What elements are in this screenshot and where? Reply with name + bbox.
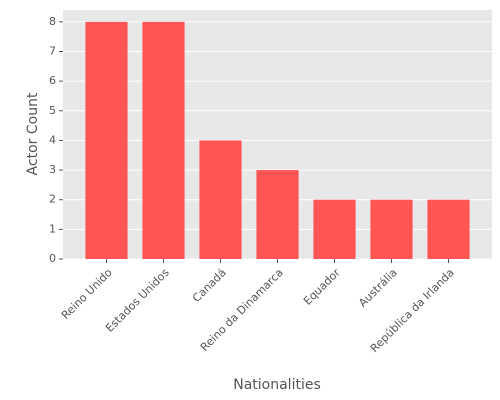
x-tick-label: Canadá (190, 266, 229, 305)
y-tick-label: 4 (49, 133, 56, 146)
bar (427, 199, 470, 259)
bar (85, 21, 128, 259)
y-tick-label: 8 (49, 15, 56, 28)
y-tick-label: 1 (49, 222, 56, 235)
y-tick-label: 7 (49, 45, 56, 58)
bar (142, 21, 185, 259)
x-tick-label: Equador (301, 266, 343, 308)
y-axis-title: Actor Count (25, 92, 41, 175)
y-tick-label: 0 (49, 252, 56, 265)
x-axis-title: Nationalities (233, 377, 321, 393)
y-tick-label: 3 (49, 163, 56, 176)
bar (256, 170, 299, 259)
bar (370, 199, 413, 259)
bar (199, 140, 242, 259)
bar (313, 199, 356, 259)
y-tick-label: 5 (49, 104, 56, 117)
y-tick-label: 2 (49, 193, 56, 206)
x-tick-label: Austrália (356, 266, 400, 310)
x-tick-label: Reino Unido (59, 266, 115, 322)
y-tick-label: 6 (49, 74, 56, 87)
